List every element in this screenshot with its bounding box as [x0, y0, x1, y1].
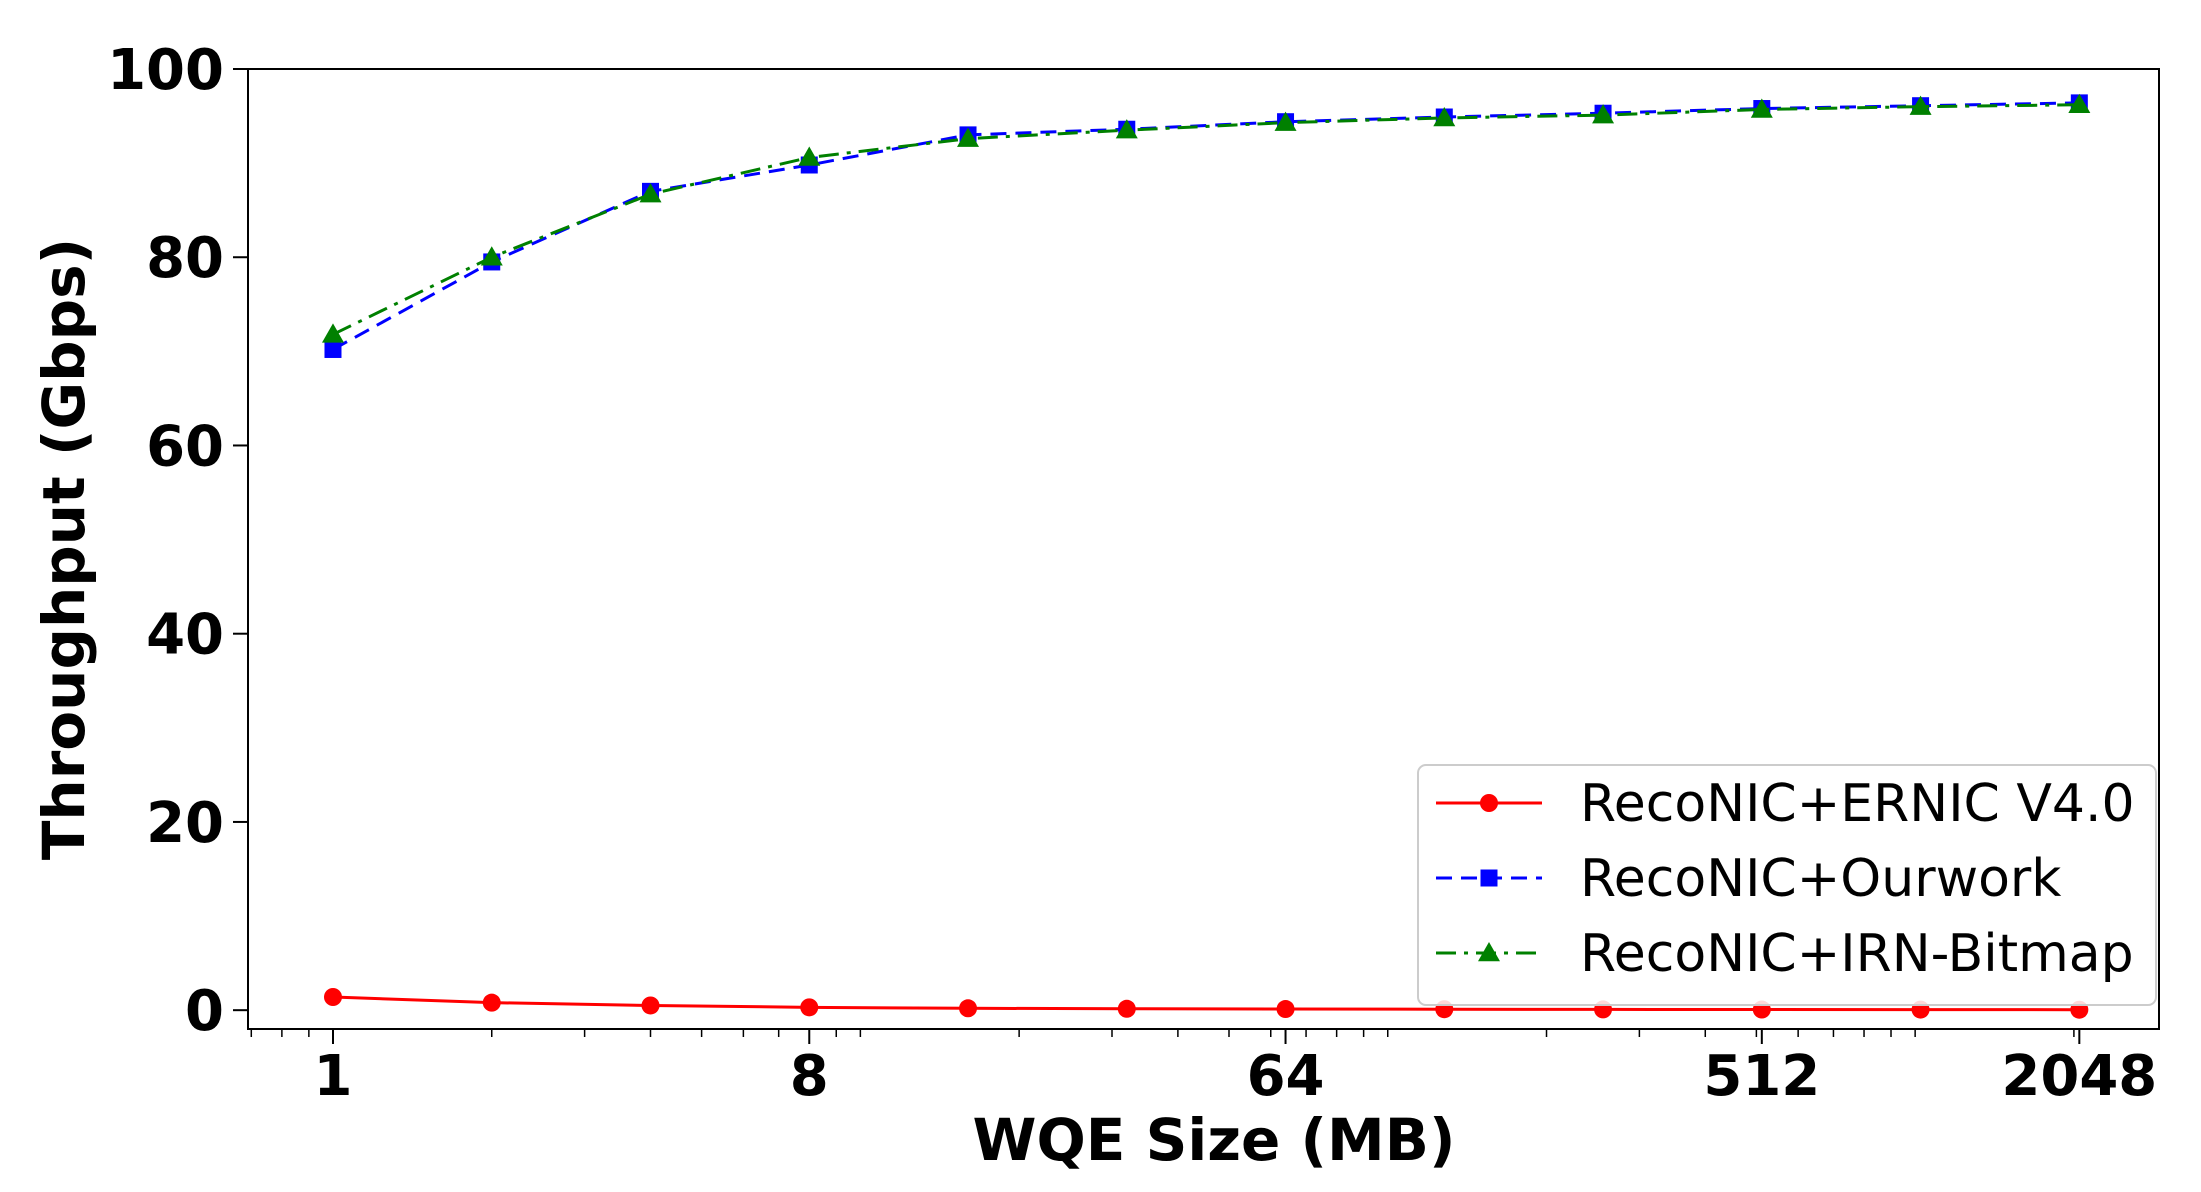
x-axis-title: WQE Size (MB) — [973, 1106, 1456, 1174]
series-line — [332, 103, 2080, 336]
data-point — [800, 998, 819, 1017]
data-point — [957, 127, 980, 147]
x-tick-label: 512 — [1703, 1044, 1820, 1109]
y-axis-ticks: 0 20 40 60 80 100 — [107, 38, 248, 1044]
x-axis-ticks: 1 8 64 512 2048 — [314, 1029, 2157, 1109]
legend-marker — [1478, 942, 1500, 962]
y-tick-label: 40 — [146, 603, 224, 668]
data-point — [1909, 95, 1932, 115]
data-point — [1276, 1000, 1295, 1019]
data-point — [324, 340, 342, 358]
legend-label: RecoNIC+Ourwork — [1580, 849, 2061, 909]
data-point — [1592, 104, 1615, 124]
data-point — [1433, 106, 1456, 127]
data-point — [1115, 119, 1138, 139]
legend-entry: RecoNIC+Ourwork — [1436, 849, 2061, 909]
data-point — [641, 996, 660, 1015]
data-point — [639, 183, 662, 203]
data-point — [1750, 98, 1773, 118]
legend-marker — [1480, 869, 1498, 887]
y-tick-label: 100 — [107, 38, 224, 103]
y-axis-title: Throughput (Gbps) — [30, 238, 98, 860]
legend-marker — [1480, 794, 1498, 812]
legend-entry: RecoNIC+IRN-Bitmap — [1436, 924, 2134, 984]
data-point — [480, 246, 503, 266]
data-point — [1117, 999, 1136, 1018]
data-point — [321, 323, 344, 343]
y-tick-label: 60 — [146, 414, 224, 479]
data-point — [959, 999, 978, 1018]
data-point — [323, 988, 342, 1006]
x-minor-ticks — [250, 1029, 2075, 1037]
x-tick-label: 8 — [790, 1044, 829, 1109]
legend-label: RecoNIC+ERNIC V4.0 — [1580, 774, 2135, 834]
legend-label: RecoNIC+IRN-Bitmap — [1580, 924, 2134, 984]
y-tick-label: 0 — [185, 979, 224, 1044]
x-tick-label: 1 — [314, 1044, 353, 1109]
legend: RecoNIC+ERNIC V4.0 RecoNIC+Ourwork RecoNIC… — [1417, 764, 2157, 1006]
data-point — [482, 993, 501, 1012]
x-tick-label: 2048 — [2001, 1044, 2157, 1109]
series-line — [332, 995, 2080, 1012]
series-3 — [321, 93, 2091, 343]
legend-entry: RecoNIC+ERNIC V4.0 — [1436, 774, 2135, 834]
series-layer — [321, 93, 2091, 1019]
x-tick-label: 64 — [1247, 1044, 1325, 1109]
data-point — [798, 146, 821, 166]
data-point — [2068, 93, 2091, 114]
data-point — [1274, 111, 1297, 131]
y-tick-label: 80 — [146, 226, 224, 291]
y-tick-label: 20 — [146, 791, 224, 856]
legend-box — [1417, 764, 2157, 1006]
